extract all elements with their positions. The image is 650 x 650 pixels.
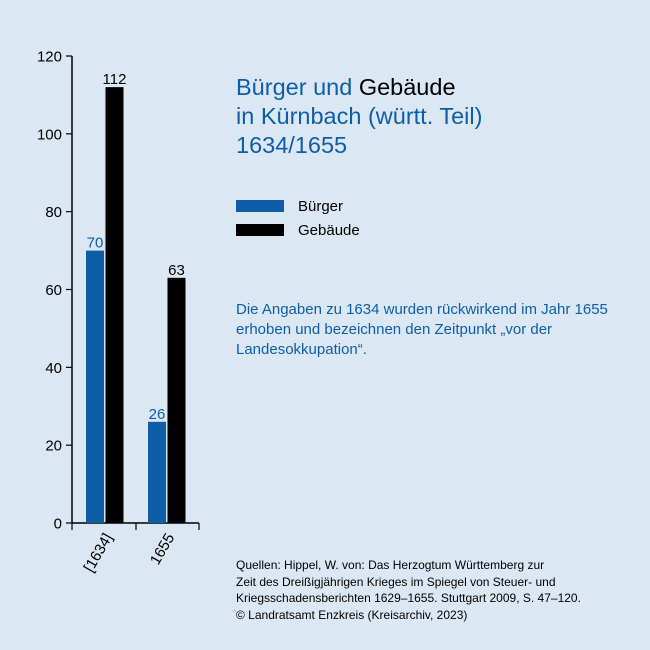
chart-title-line2: in Kürnbach (württ. Teil): [236, 103, 483, 129]
data-label-gebaeude: 63: [168, 262, 185, 279]
source-line-1: Quellen: Hippel, W. von: Das Herzogtum W…: [236, 558, 545, 572]
legend-swatch-gebaeude: [236, 224, 284, 236]
legend-label-gebaeude: Gebäude: [298, 221, 360, 239]
source-citation: Quellen: Hippel, W. von: Das Herzogtum W…: [236, 557, 646, 623]
chart-title-part1: Bürger und: [236, 74, 359, 100]
chart-note: Die Angaben zu 1634 wurden rückwirkend i…: [236, 301, 608, 358]
data-label-gebaeude: 112: [103, 71, 127, 88]
bar-gebaeude: [167, 277, 186, 523]
x-category-label: [1634]: [81, 531, 117, 576]
y-tick-label: 0: [54, 516, 62, 533]
data-label-buerger: 26: [149, 406, 166, 423]
bar-buerger: [148, 421, 166, 523]
chart-title-line3: 1634/1655: [236, 132, 348, 158]
legend: Bürger Gebäude: [236, 194, 360, 242]
y-tick-label: 20: [45, 438, 62, 455]
legend-item-buerger: Bürger: [236, 194, 360, 218]
y-tick-label: 120: [37, 49, 62, 66]
source-line-4: © Landratsamt Enzkreis (Kreisarchiv, 202…: [236, 607, 468, 622]
y-tick-label: 80: [45, 204, 62, 221]
legend-item-gebaeude: Gebäude: [236, 218, 360, 242]
chart-title-part2: Gebäude: [358, 74, 456, 100]
bar-gebaeude: [105, 87, 124, 523]
y-tick-label: 100: [37, 126, 62, 143]
y-tick-label: 60: [45, 282, 62, 299]
chart-title: Bürger und Gebäude in Kürnbach (württ. T…: [236, 73, 482, 160]
legend-swatch-buerger: [236, 200, 284, 212]
data-label-buerger: 70: [87, 235, 104, 252]
legend-label-buerger: Bürger: [298, 197, 344, 215]
source-line-2: Zeit des Dreißigjährigen Krieges im Spie…: [236, 574, 556, 589]
x-category-label: 1655: [147, 531, 178, 568]
y-tick-label: 40: [45, 360, 62, 377]
source-line-3: Kriegsschadensberichten 1629–1655. Stutt…: [236, 591, 581, 605]
bar-buerger: [86, 250, 104, 524]
